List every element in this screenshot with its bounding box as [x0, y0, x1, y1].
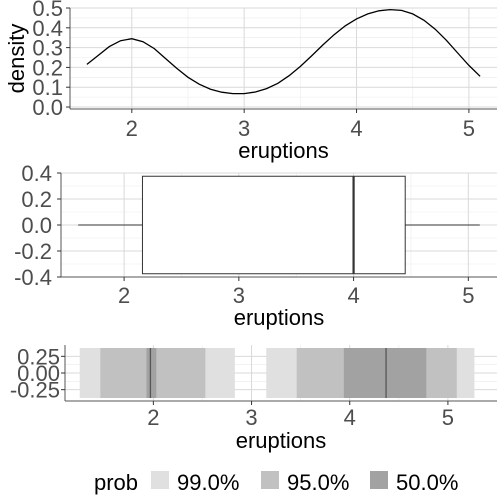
legend-label: 50.0%: [396, 470, 458, 495]
density-panel: 2 3 4 5 0.00.10.20.30.40.5 eruptions density: [4, 0, 497, 163]
y-tick-label: 0.2: [32, 55, 63, 80]
legend-title: prob: [94, 470, 138, 495]
legend-key: [261, 471, 279, 489]
x-tick-label: 5: [463, 116, 475, 141]
x-tick-label: 4: [347, 283, 359, 308]
x-axis-title: eruptions: [238, 138, 329, 163]
legend-label: 95.0%: [287, 470, 349, 495]
x-axis-title: eruptions: [234, 305, 325, 330]
y-tick-label: -0.4: [14, 265, 52, 290]
legend-label: 99.0%: [177, 470, 239, 495]
interval-band: [146, 348, 157, 398]
y-tick-label: 0.0: [21, 213, 52, 238]
x-tick-label: 3: [238, 116, 250, 141]
x-tick-label: 3: [233, 283, 245, 308]
y-tick-label: 0.25: [17, 344, 60, 369]
y-tick-label: 0.00: [17, 361, 60, 386]
y-tick-label: 0.5: [32, 0, 63, 21]
x-tick-label: 2: [118, 283, 130, 308]
y-tick-label: -0.25: [10, 378, 60, 403]
y-tick-label: 0.4: [21, 161, 52, 186]
interval-band: [343, 348, 427, 398]
x-tick-label: 2: [147, 405, 159, 430]
legend-key: [151, 471, 169, 489]
x-tick-label: 5: [462, 283, 474, 308]
y-tick-label: 0.1: [32, 75, 63, 100]
y-tick-label: 0.3: [32, 36, 63, 61]
y-tick-label: -0.2: [14, 239, 52, 264]
x-tick-label: 5: [442, 405, 454, 430]
y-axis-title: density: [4, 24, 29, 94]
y-tick-label: 0.4: [32, 16, 63, 41]
x-tick-label: 4: [350, 116, 362, 141]
density-line: [86, 8, 481, 95]
legend: prob 99.0% 95.0% 50.0%: [94, 470, 458, 495]
x-tick-label: 3: [245, 405, 257, 430]
x-tick-label: 4: [344, 405, 356, 430]
y-tick-label: 0.2: [21, 187, 52, 212]
interval-panel: 2 3 4 5 -0.250.000.25 eruptions: [10, 344, 497, 453]
box-iqr: [141, 175, 406, 275]
x-axis-title: eruptions: [236, 428, 327, 453]
y-tick-label: 0.0: [32, 95, 63, 120]
legend-key: [370, 471, 388, 489]
boxplot-panel: 2 3 4 5 -0.4-0.20.00.20.4 eruptions: [14, 161, 497, 330]
x-tick-label: 2: [126, 116, 138, 141]
